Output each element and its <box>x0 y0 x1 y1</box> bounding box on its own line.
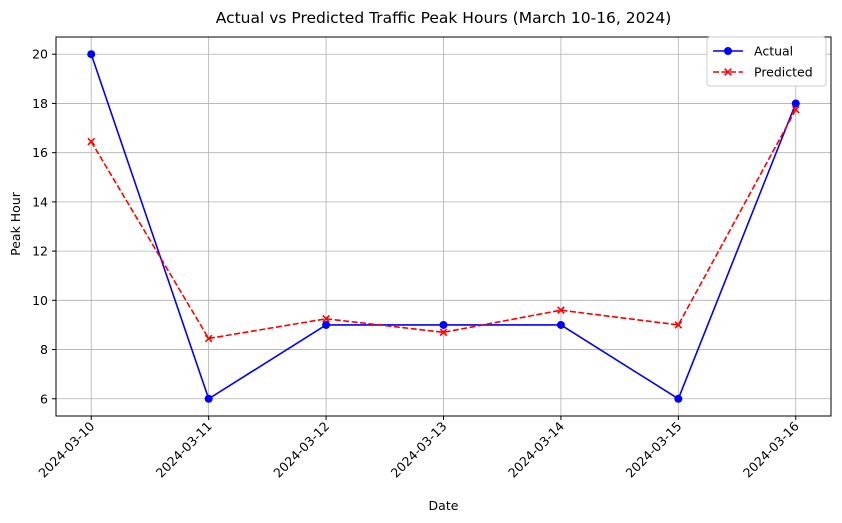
x-tick-label: 2024-03-10 <box>35 418 97 480</box>
actual-point <box>87 50 96 59</box>
y-tick-label: 20 <box>32 47 48 62</box>
y-axis-label: Peak Hour <box>8 191 23 256</box>
predicted-point <box>204 334 213 343</box>
legend-box <box>706 36 827 87</box>
actual-point <box>791 99 800 108</box>
x-tick-label: 2024-03-14 <box>505 418 567 480</box>
legend-actual-marker <box>724 47 732 55</box>
predicted-point <box>322 314 330 323</box>
legend: Actual Predicted <box>706 36 827 87</box>
grid-lines <box>56 37 831 416</box>
chart-title: Actual vs Predicted Traffic Peak Hours (… <box>216 9 672 27</box>
actual-point <box>556 320 565 329</box>
axis-ticks: 2024-03-10 2024-03-11 2024-03-12 2024-03-13… <box>32 47 802 481</box>
y-tick-label: 12 <box>32 244 48 259</box>
legend-predicted-label: Predicted <box>754 65 813 80</box>
x-tick-label: 2024-03-11 <box>153 419 215 481</box>
series-layer <box>87 50 800 403</box>
x-tick-label: 2024-03-13 <box>388 419 450 481</box>
actual-point <box>322 320 331 329</box>
actual-point <box>439 320 448 329</box>
x-tick-label: 2024-03-15 <box>622 419 684 481</box>
predicted-point <box>439 328 448 337</box>
predicted-point <box>674 321 683 329</box>
predicted-point <box>87 137 96 146</box>
y-tick-label: 8 <box>40 342 48 357</box>
x-axis-label: Date <box>429 498 459 513</box>
y-tick-label: 10 <box>32 293 48 308</box>
y-tick-label: 18 <box>32 96 48 111</box>
y-tick-label: 14 <box>32 194 48 209</box>
predicted-point <box>791 105 800 114</box>
y-tick-label: 16 <box>32 145 48 160</box>
predicted-point <box>557 306 565 315</box>
actual-point <box>674 394 683 403</box>
actual-point <box>204 394 213 403</box>
x-tick-label: 2024-03-16 <box>740 418 802 480</box>
y-tick-label: 6 <box>40 391 48 406</box>
legend-predicted-marker <box>724 68 732 76</box>
legend-actual-label: Actual <box>754 44 793 59</box>
x-tick-label: 2024-03-12 <box>270 419 332 481</box>
